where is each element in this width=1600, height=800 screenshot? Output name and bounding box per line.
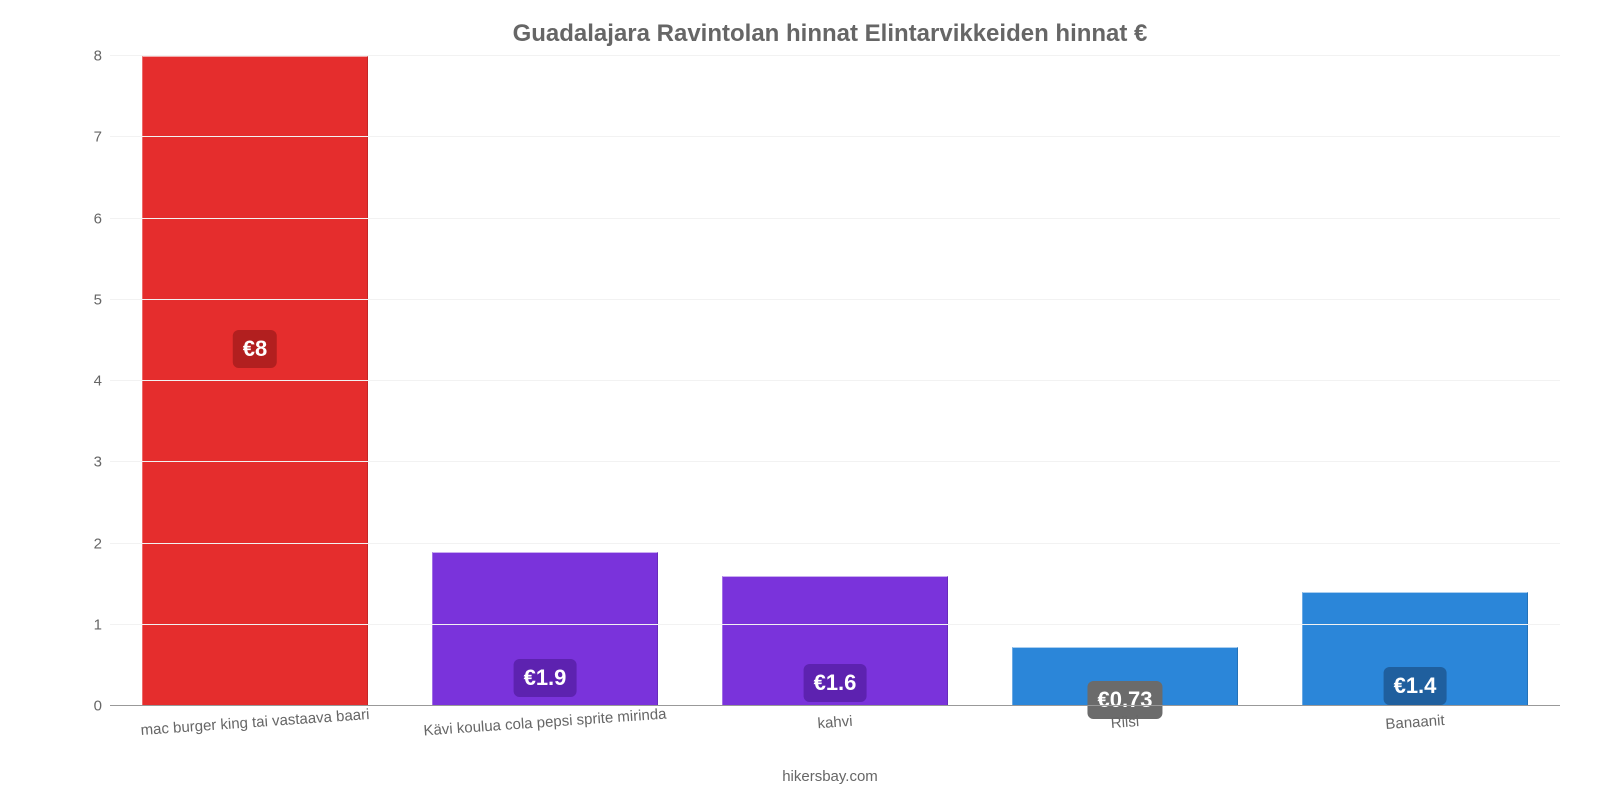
bar: €1.6 xyxy=(722,576,948,706)
grid-line xyxy=(110,461,1560,462)
x-label-slot: Riisi xyxy=(980,706,1270,766)
x-axis-label: Riisi xyxy=(1110,713,1139,732)
bar-value-label: €1.9 xyxy=(514,659,577,697)
grid-line xyxy=(110,55,1560,56)
chart-title: Guadalajara Ravintolan hinnat Elintarvik… xyxy=(80,20,1580,48)
grid-line xyxy=(110,624,1560,625)
bar: €1.4 xyxy=(1302,592,1528,706)
bars-group: €8 €1.9 €1.6 €0.73 €1.4 xyxy=(110,56,1560,706)
grid-line xyxy=(110,218,1560,219)
chart-container: Guadalajara Ravintolan hinnat Elintarvik… xyxy=(80,20,1580,780)
grid-line xyxy=(110,380,1560,381)
y-tick-label: 8 xyxy=(62,48,102,65)
grid-line xyxy=(110,299,1560,300)
y-tick-label: 0 xyxy=(62,698,102,715)
grid-line xyxy=(110,136,1560,137)
bar: €8 xyxy=(142,56,368,706)
x-label-slot: kahvi xyxy=(690,706,980,766)
bar-slot: €1.4 xyxy=(1270,56,1560,706)
y-tick-label: 4 xyxy=(62,373,102,390)
bar-slot: €0.73 xyxy=(980,56,1270,706)
credit-text: hikersbay.com xyxy=(80,768,1580,785)
plot-area: €8€1.9€1.6€0.73€1.4 012345678 xyxy=(110,56,1560,706)
x-axis-label: kahvi xyxy=(817,713,853,732)
bar-value-label: €8 xyxy=(233,330,277,368)
grid-line xyxy=(110,543,1560,544)
y-tick-label: 3 xyxy=(62,454,102,471)
x-axis-labels: mac burger king tai vastaava baari Kävi k… xyxy=(110,706,1560,766)
bar-slot: €1.6 xyxy=(690,56,980,706)
bar: €0.73 xyxy=(1012,647,1238,706)
x-label-slot: Kävi koulua cola pepsi sprite mirinda xyxy=(400,706,690,766)
y-tick-label: 1 xyxy=(62,616,102,633)
x-axis-label: Kävi koulua cola pepsi sprite mirinda xyxy=(423,706,667,740)
bar-value-label: €1.4 xyxy=(1384,667,1447,705)
bar-slot: €1.9 xyxy=(400,56,690,706)
bar: €1.9 xyxy=(432,552,658,706)
y-tick-label: 5 xyxy=(62,291,102,308)
x-axis-label: mac burger king tai vastaava baari xyxy=(140,706,370,739)
x-axis-label: Banaanit xyxy=(1385,712,1445,733)
y-tick-label: 7 xyxy=(62,129,102,146)
bar-value-label: €1.6 xyxy=(804,664,867,702)
y-tick-label: 6 xyxy=(62,210,102,227)
x-label-slot: mac burger king tai vastaava baari xyxy=(110,706,400,766)
x-label-slot: Banaanit xyxy=(1270,706,1560,766)
y-tick-label: 2 xyxy=(62,535,102,552)
bar-slot: €8 xyxy=(110,56,400,706)
